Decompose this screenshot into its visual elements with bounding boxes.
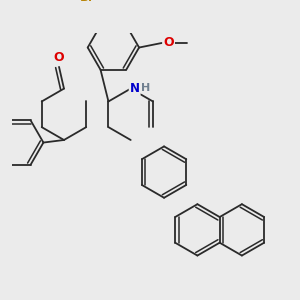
Text: O: O (54, 50, 64, 64)
Text: Br: Br (80, 0, 94, 4)
Text: N: N (130, 82, 140, 95)
Text: O: O (163, 37, 174, 50)
Text: H: H (141, 82, 150, 93)
